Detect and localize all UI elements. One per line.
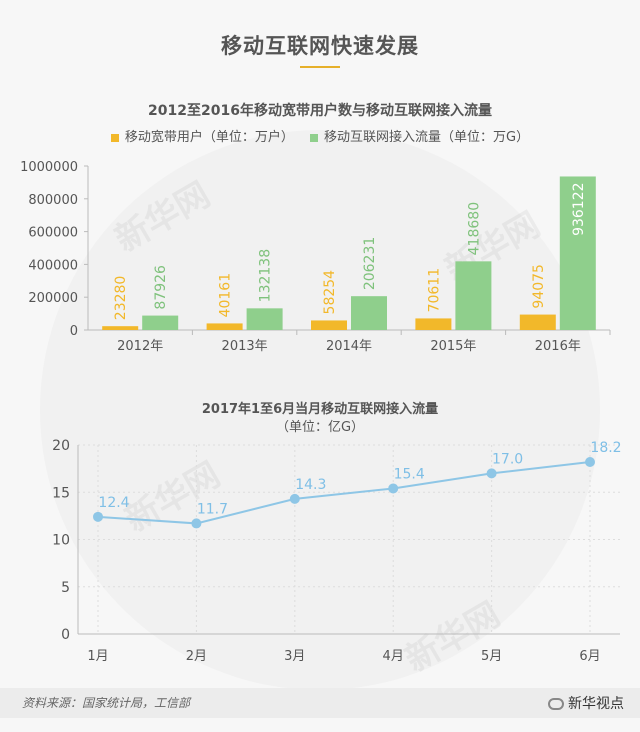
brand: 新华视点 — [548, 693, 624, 713]
bar-y-tick-label: 1000000 — [20, 160, 78, 175]
line-point — [585, 457, 595, 468]
bar-chart-legend: 移动宽带用户（单位：万户） 移动互联网接入流量（单位：万G） — [0, 126, 640, 145]
source-note: 资料来源：国家统计局，工信部 — [22, 696, 191, 710]
bar-value-label-series2: 936122 — [571, 182, 587, 235]
line-x-tick-label: 4月 — [383, 649, 404, 664]
legend-swatch-series2 — [310, 133, 319, 142]
line-point — [191, 518, 202, 529]
footer: 资料来源：国家统计局，工信部 新华视点 — [0, 688, 640, 718]
bar-x-tick-label: 2014年 — [326, 339, 372, 354]
bar-x-tick-label: 2012年 — [117, 339, 163, 354]
line-point — [388, 483, 399, 494]
bar-value-label-series1: 70611 — [426, 268, 442, 313]
bar-chart-title: 2012至2016年移动宽带用户数与移动互联网接入流量 — [148, 103, 492, 119]
line-x-tick-label: 1月 — [87, 649, 108, 664]
bar-series2 — [246, 308, 283, 330]
bar-y-tick-label: 0 — [70, 324, 78, 339]
legend-label-series2: 移动互联网接入流量（单位：万G） — [324, 130, 530, 145]
bar-value-label-series1: 94075 — [531, 264, 547, 309]
bar-y-tick-label: 600000 — [28, 226, 78, 241]
legend-label-series1: 移动宽带用户（单位：万户） — [124, 130, 294, 145]
line-value-label: 18.2 — [590, 440, 621, 456]
line-y-tick-label: 5 — [61, 580, 70, 596]
bar-series1 — [311, 320, 347, 330]
line-x-tick-label: 5月 — [481, 649, 502, 664]
bar-x-tick-label: 2015年 — [430, 339, 476, 354]
bar-x-tick-label: 2016年 — [535, 339, 581, 354]
bar-series2 — [455, 261, 492, 330]
line-point — [289, 493, 300, 504]
line-value-label: 17.0 — [492, 451, 523, 467]
line-chart-unit: （单位：亿G） — [275, 420, 365, 435]
line-value-label: 12.4 — [98, 495, 129, 511]
bar-value-label-series2: 87926 — [153, 265, 169, 310]
bar-y-tick-label: 800000 — [28, 193, 78, 208]
bar-x-tick-label: 2013年 — [222, 339, 268, 354]
line-point — [93, 511, 103, 522]
bar-series2 — [559, 176, 596, 330]
charts-svg: 1000000 800000 600000 400000 200000 0 2012年 232… — [20, 160, 621, 664]
bar-series1 — [206, 323, 243, 330]
line-y-tick-label: 0 — [61, 627, 70, 643]
bar-y-tick-label: 400000 — [28, 258, 78, 273]
bar-series1 — [519, 314, 556, 330]
bar-series1 — [415, 318, 452, 330]
line-series — [97, 461, 591, 525]
bar-value-label-series2: 206231 — [362, 237, 378, 290]
bar-series1 — [102, 326, 139, 330]
bar-y-tick-label: 200000 — [28, 291, 78, 306]
line-y-tick-label: 20 — [52, 438, 70, 454]
background-circle — [40, 130, 600, 690]
legend-item-series2: 移动互联网接入流量（单位：万G） — [310, 126, 529, 145]
line-value-label: 15.4 — [394, 466, 425, 482]
line-chart-title: 2017年1至6月当月移动互联网接入流量 — [201, 402, 439, 417]
line-x-tick-label: 6月 — [579, 649, 600, 664]
legend-swatch-series1 — [110, 133, 119, 142]
legend-item-series1: 移动宽带用户（单位：万户） — [110, 126, 294, 145]
bar-value-label-series1: 58254 — [322, 270, 338, 315]
bar-series2 — [142, 315, 179, 330]
bar-value-label-series1: 23280 — [113, 276, 129, 321]
page-title: 移动互联网快速发展 — [221, 34, 419, 58]
brand-label: 新华视点 — [568, 696, 624, 712]
bar-value-label-series2: 418680 — [466, 202, 482, 255]
bar-value-label-series2: 132138 — [258, 249, 274, 302]
line-y-tick-label: 10 — [52, 533, 70, 549]
line-point — [486, 468, 497, 479]
wechat-icon — [548, 698, 564, 710]
line-x-tick-label: 2月 — [186, 649, 207, 664]
line-value-label: 11.7 — [197, 501, 228, 517]
bar-series2 — [351, 296, 387, 330]
title-underline — [300, 66, 340, 68]
line-value-label: 14.3 — [295, 477, 326, 493]
line-x-tick-label: 3月 — [284, 649, 305, 664]
bar-value-label-series1: 40161 — [218, 273, 234, 318]
line-y-tick-label: 15 — [52, 485, 70, 501]
